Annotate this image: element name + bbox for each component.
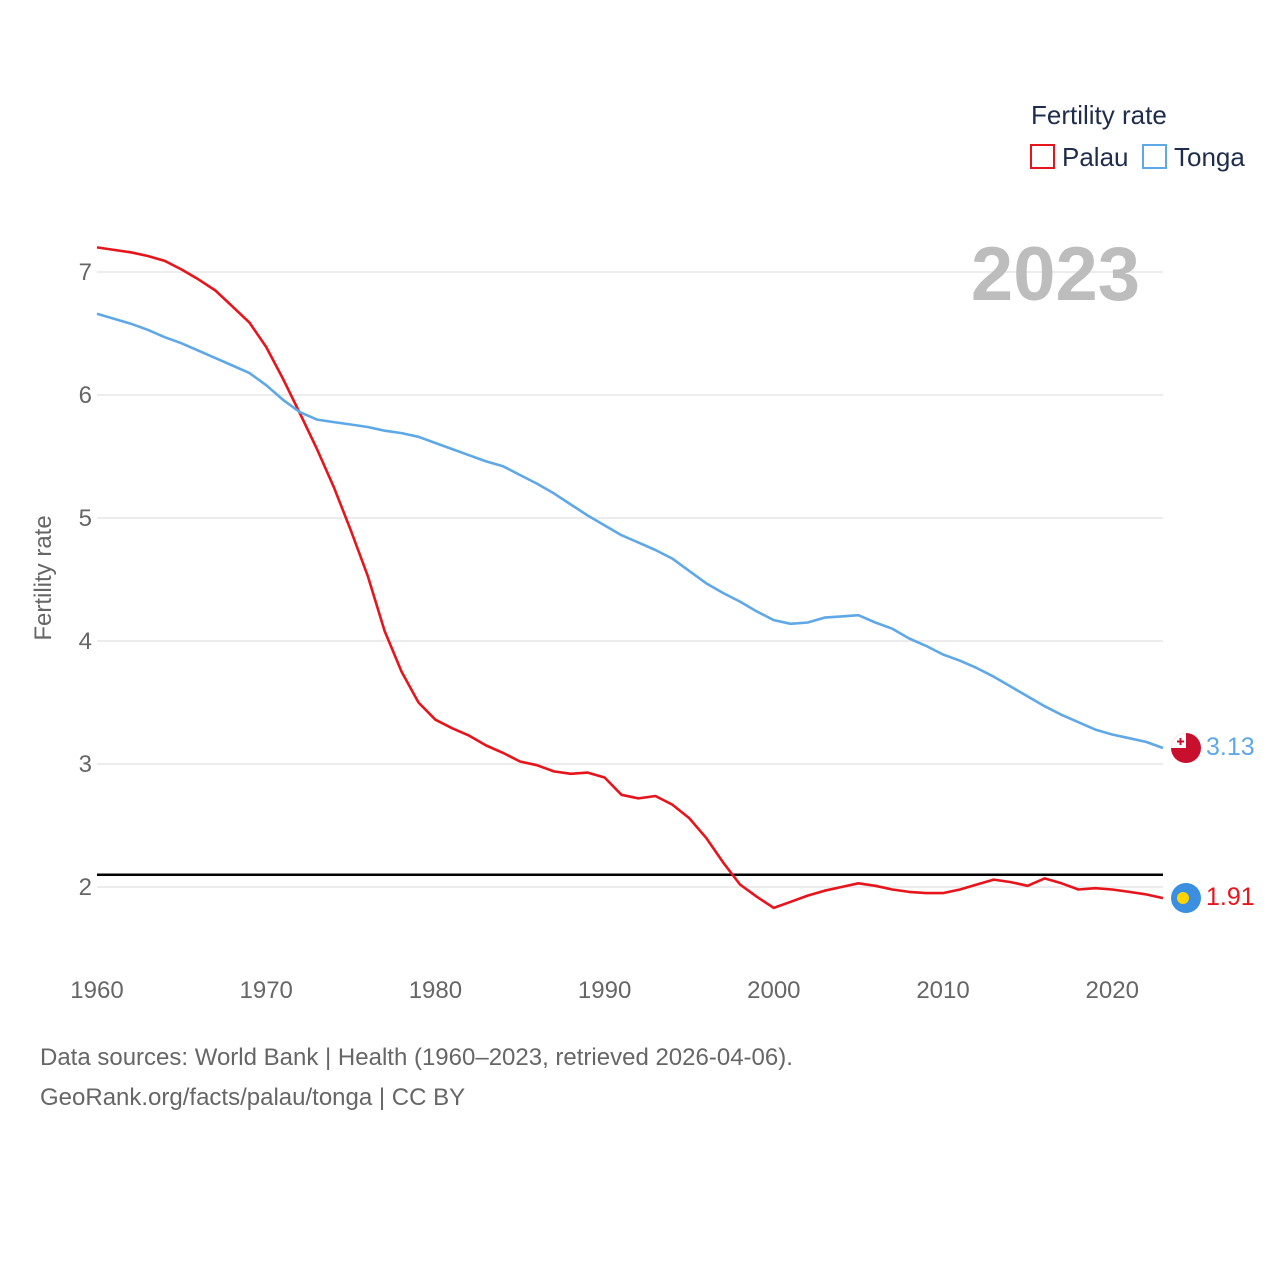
y-tick-label: 2 xyxy=(79,874,92,901)
y-tick-label: 7 xyxy=(79,259,92,286)
y-tick-label: 3 xyxy=(79,751,92,778)
y-tick-label: 6 xyxy=(79,382,92,409)
x-tick-label: 1970 xyxy=(240,977,293,1004)
series-line-tonga[interactable] xyxy=(96,312,1164,750)
legend-swatch-tonga xyxy=(1142,144,1167,169)
y-axis-label: Fertility rate xyxy=(30,515,57,640)
x-tick-label: 2010 xyxy=(916,977,969,1004)
tonga-end-value: 3.13 xyxy=(1206,733,1255,761)
tonga-end-marker: 3.13 xyxy=(1171,733,1255,763)
y-tick-label: 5 xyxy=(79,505,92,532)
gridlines xyxy=(97,271,1163,888)
legend-label-tonga: Tonga xyxy=(1174,142,1245,172)
legend-label-palau: Palau xyxy=(1062,142,1129,172)
y-tick-label: 4 xyxy=(79,628,92,655)
tonga-flag-icon xyxy=(1171,733,1201,763)
legend-item-palau[interactable]: Palau xyxy=(1030,142,1129,172)
legend-item-tonga[interactable]: Tonga xyxy=(1142,142,1245,172)
legend-title: Fertility rate xyxy=(1031,100,1167,130)
x-tick-label: 1960 xyxy=(70,977,123,1004)
palau-flag-icon xyxy=(1171,883,1201,913)
credit-link[interactable]: GeoRank.org/facts/palau/tonga | CC BY xyxy=(40,1084,466,1111)
data-sources-note: Data sources: World Bank | Health (1960–… xyxy=(40,1044,793,1071)
x-tick-label: 2000 xyxy=(747,977,800,1004)
year-label: 2023 xyxy=(971,232,1140,317)
y-axis-ticks: 2 3 4 5 6 7 xyxy=(79,259,92,901)
palau-end-value: 1.91 xyxy=(1206,883,1255,911)
series-lines xyxy=(96,246,1164,910)
x-tick-label: 1980 xyxy=(409,977,462,1004)
x-tick-label: 2020 xyxy=(1086,977,1139,1004)
legend: Fertility rate Palau Tonga xyxy=(1030,100,1245,172)
x-axis-ticks: 1960 1970 1980 1990 2000 2010 2020 xyxy=(70,977,1139,1004)
x-tick-label: 1990 xyxy=(578,977,631,1004)
palau-end-marker: 1.91 xyxy=(1171,883,1255,913)
legend-swatch-palau xyxy=(1030,144,1055,169)
series-line-palau[interactable] xyxy=(96,246,1164,910)
